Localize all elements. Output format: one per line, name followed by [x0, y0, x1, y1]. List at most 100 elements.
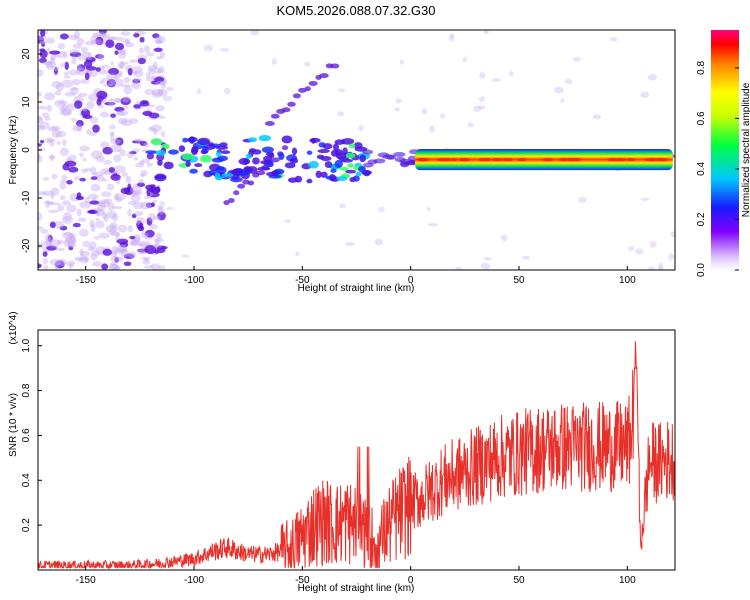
noise-blob [134, 191, 143, 196]
noise-blob [120, 248, 129, 258]
band-blob [347, 163, 354, 168]
snr-frame [37, 329, 676, 571]
noise-blob [572, 56, 581, 62]
noise-blob [123, 261, 132, 267]
noise-blob [560, 98, 565, 104]
noise-blob [96, 212, 101, 217]
noise-blob [421, 108, 428, 115]
noise-blob [144, 45, 151, 54]
noise-blob [61, 174, 68, 181]
noise-blob [82, 240, 91, 248]
noise-blob [220, 47, 230, 52]
noise-blob [116, 109, 128, 117]
x-tick-label: 100 [619, 275, 636, 286]
noise-blob [127, 209, 132, 217]
noise-blob [157, 66, 165, 74]
streak-blob [270, 157, 280, 163]
noise-blob [152, 33, 160, 39]
noise-blob [42, 177, 50, 181]
noise-blob [658, 262, 664, 270]
noise-blob [66, 204, 77, 213]
noise-blob [42, 258, 48, 265]
noise-blob [473, 105, 482, 113]
noise-blob [95, 220, 105, 229]
noise-blob [49, 239, 61, 248]
noise-blob [54, 90, 62, 96]
band-blob [325, 175, 333, 180]
noise-blob [90, 253, 98, 261]
noise-blob [39, 40, 47, 45]
noise-blob [63, 71, 69, 76]
noise-blob [132, 78, 141, 84]
noise-blob [77, 257, 89, 261]
noise-blob [38, 190, 47, 196]
noise-blob [107, 202, 115, 211]
noise-blob [478, 96, 486, 102]
noise-blob [38, 263, 42, 269]
noise-blob [59, 179, 68, 184]
noise-blob [127, 183, 132, 192]
noise-blob [449, 33, 455, 38]
band-blob [188, 136, 196, 144]
noise-blob [38, 57, 47, 64]
noise-blob [59, 225, 68, 231]
noise-blob [47, 138, 56, 143]
noise-blob [89, 241, 97, 250]
noise-blob [140, 158, 151, 164]
noise-blob [98, 30, 107, 35]
noise-blob [49, 221, 56, 229]
noise-blob [109, 131, 115, 136]
streak-blob [298, 87, 307, 93]
noise-blob [127, 251, 137, 259]
noise-blob [90, 35, 97, 42]
colorbar-ticks: 0.0 0.2 0.4 0.6 0.8 [696, 61, 739, 277]
noise-blob [133, 211, 144, 217]
noise-blob [127, 68, 133, 76]
noise-blob [38, 143, 42, 147]
noise-blob [122, 38, 130, 44]
noise-blob [141, 230, 146, 238]
noise-blob [90, 183, 101, 192]
noise-blob [113, 98, 123, 103]
noise-blob [146, 217, 153, 226]
noise-blob [155, 186, 161, 193]
noise-blob [657, 266, 663, 270]
noise-blob [133, 156, 139, 161]
x-tick-label: 0 [408, 275, 414, 286]
noise-blob [74, 100, 83, 109]
noise-blob [49, 56, 56, 64]
noise-blob [143, 265, 154, 269]
y-tick-label: 0.8 [21, 383, 32, 397]
noise-blob [46, 245, 57, 251]
noise-blob [111, 246, 118, 255]
band-blob [359, 154, 366, 163]
noise-blob [146, 162, 154, 167]
noise-blob [113, 193, 119, 201]
band-blob [261, 146, 275, 154]
colorbar-tick-label: 0.0 [696, 263, 707, 277]
noise-blob [145, 72, 151, 79]
noise-blob [51, 129, 62, 139]
noise-blob [339, 203, 346, 209]
noise-blob [100, 64, 111, 69]
noise-blob [93, 236, 100, 240]
noise-blob [140, 169, 148, 177]
band-blob [182, 137, 189, 143]
noise-blob [119, 60, 124, 70]
noise-blob [109, 36, 118, 41]
noise-blob [89, 219, 95, 228]
noise-blob [76, 64, 82, 72]
noise-blob [115, 97, 121, 103]
noise-blob [448, 35, 455, 42]
noise-blob [40, 139, 45, 144]
x-tick-label: 50 [513, 275, 525, 286]
noise-blob [122, 96, 130, 103]
noise-blob [111, 267, 118, 270]
streak-blob [292, 93, 301, 99]
noise-blob [151, 91, 162, 98]
streak-blob [304, 86, 311, 92]
band-blob [154, 175, 166, 179]
noise-blob [72, 124, 78, 132]
band-blob [257, 166, 271, 171]
noise-blob [120, 83, 131, 88]
